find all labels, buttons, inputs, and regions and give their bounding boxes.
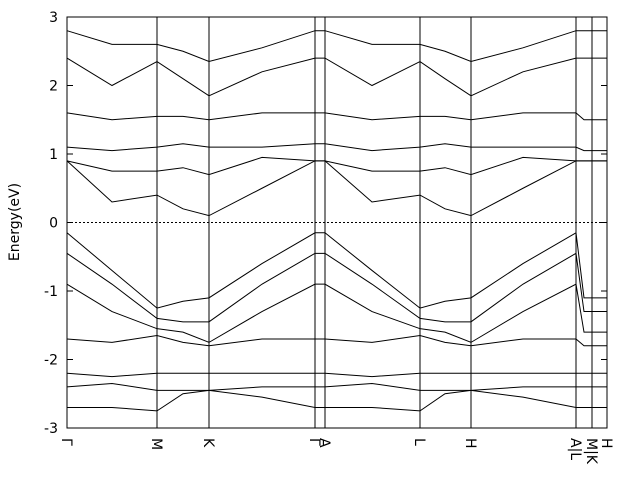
x-tick-label: H — [598, 438, 614, 449]
x-tick-label: H — [462, 438, 478, 449]
x-tick-label: A|L — [567, 438, 583, 460]
x-tick-label: K — [200, 438, 216, 448]
y-tick-label: -2 — [44, 353, 58, 369]
x-tick-label: L — [411, 438, 427, 446]
band-line — [66, 156, 607, 176]
x-tick-label: Γ — [58, 438, 74, 446]
band-line — [66, 372, 607, 378]
y-tick-label: -1 — [44, 284, 58, 300]
band-line — [66, 231, 607, 309]
band-line — [66, 112, 607, 121]
band-line — [66, 335, 607, 347]
y-tick-label: 3 — [49, 10, 58, 26]
band-line — [66, 57, 607, 97]
band-line — [66, 382, 607, 391]
y-tick-label: 2 — [49, 79, 58, 95]
band-line — [66, 160, 607, 217]
band-line — [66, 252, 607, 323]
x-tick-label: Γ — [306, 438, 322, 446]
y-tick-label: -3 — [44, 421, 58, 437]
x-tick-label: A — [316, 438, 332, 448]
band-line — [66, 30, 607, 63]
y-tick-label: 1 — [49, 147, 58, 163]
y-axis-label: Energy(eV) — [7, 183, 23, 261]
band-line — [67, 389, 607, 412]
band-line — [66, 143, 607, 152]
x-tick-label: M|K — [583, 438, 599, 465]
band-line — [66, 283, 607, 343]
x-tick-label: M — [148, 438, 164, 450]
y-tick-label: 0 — [49, 216, 58, 232]
